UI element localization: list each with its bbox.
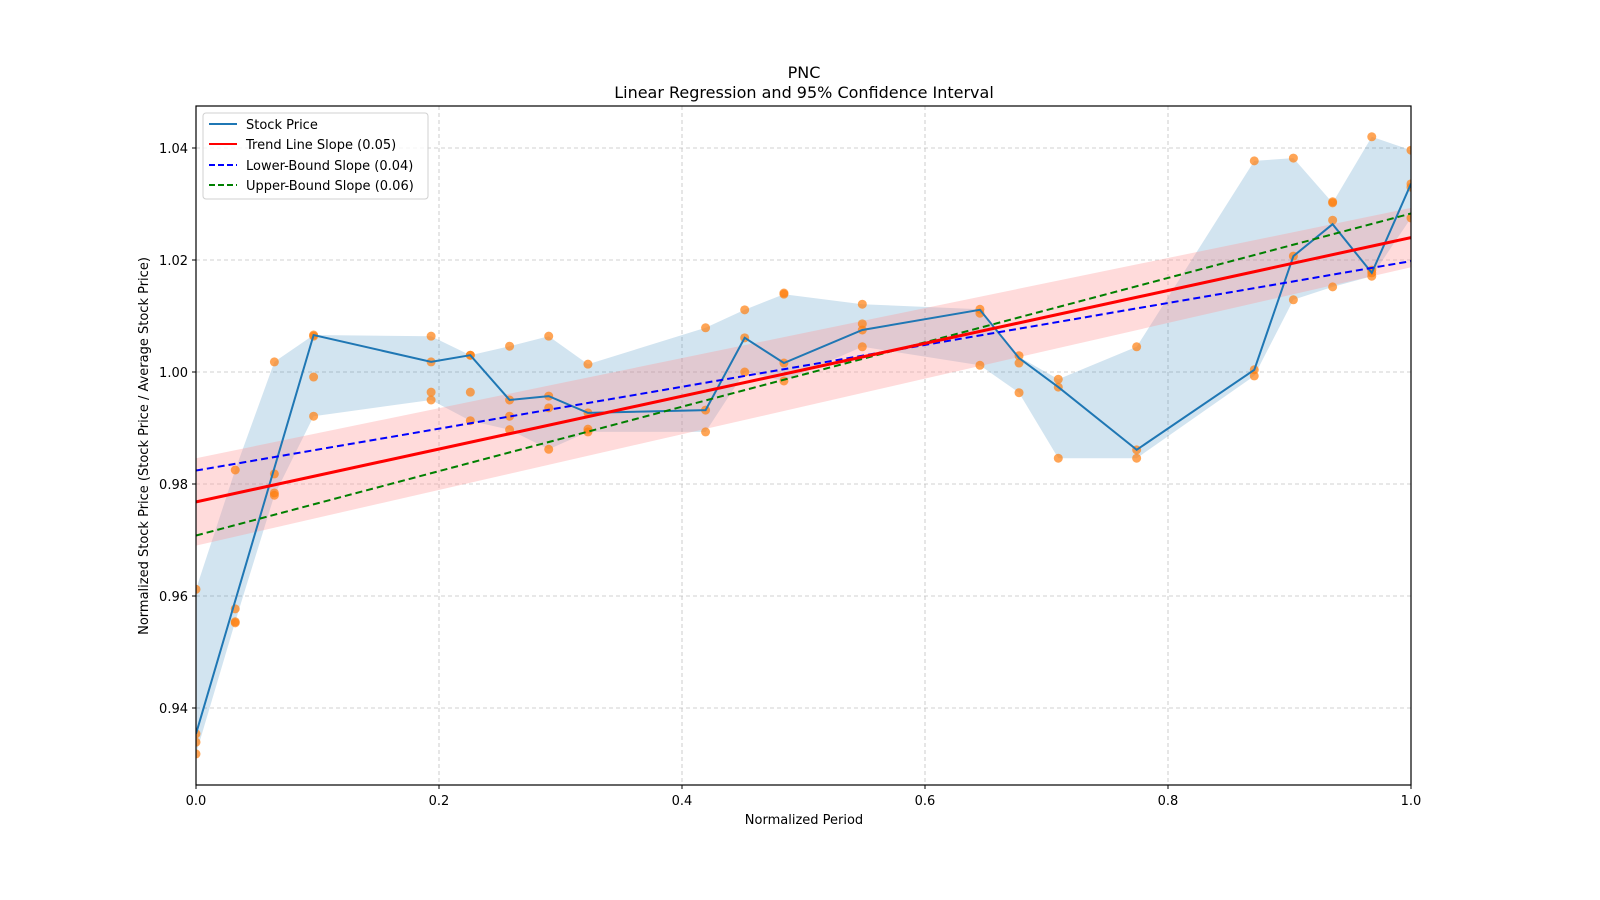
data-point bbox=[779, 376, 789, 386]
x-tick-label: 0.0 bbox=[186, 794, 207, 809]
data-point bbox=[309, 411, 319, 421]
data-point bbox=[196, 749, 201, 759]
y-tick-label: 1.02 bbox=[159, 254, 188, 269]
legend-box bbox=[202, 112, 429, 200]
data-point bbox=[309, 372, 319, 382]
data-point bbox=[1328, 282, 1338, 292]
price-range-band bbox=[196, 136, 1411, 754]
data-point bbox=[583, 427, 593, 437]
trend-confidence-band bbox=[196, 207, 1411, 546]
x-axis-label: Normalized Period bbox=[745, 813, 863, 828]
data-point bbox=[426, 387, 436, 397]
data-point bbox=[1053, 374, 1063, 384]
data-point bbox=[230, 618, 240, 628]
data-point bbox=[544, 331, 554, 341]
chart-subtitle: Linear Regression and 95% Confidence Int… bbox=[614, 83, 994, 102]
upper-bound-line bbox=[196, 212, 1411, 537]
y-tick-label: 1.04 bbox=[159, 142, 188, 157]
data-point bbox=[1406, 145, 1411, 155]
lower-bound-line bbox=[196, 260, 1411, 472]
data-point bbox=[426, 331, 436, 341]
data-point bbox=[269, 357, 279, 367]
data-point bbox=[1288, 153, 1298, 163]
data-point bbox=[1328, 197, 1338, 207]
x-tick-label: 0.4 bbox=[672, 794, 693, 809]
y-axis-label: Normalized Stock Price (Stock Price / Av… bbox=[137, 257, 152, 635]
data-point bbox=[1367, 132, 1377, 142]
data-point bbox=[1132, 342, 1142, 352]
x-tick-label: 0.8 bbox=[1158, 794, 1179, 809]
data-point bbox=[196, 737, 201, 747]
data-point bbox=[857, 299, 867, 309]
data-point bbox=[1249, 371, 1259, 381]
x-tick-label: 0.2 bbox=[429, 794, 450, 809]
data-point bbox=[701, 427, 711, 437]
data-point bbox=[1288, 295, 1298, 305]
legend-trend-label: Trend Line Slope (0.05) bbox=[245, 138, 396, 153]
y-tick-label: 0.94 bbox=[159, 702, 188, 717]
data-point bbox=[1053, 453, 1063, 463]
data-point bbox=[1132, 453, 1142, 463]
data-point bbox=[740, 305, 750, 315]
data-point bbox=[1406, 213, 1411, 223]
data-point bbox=[1328, 215, 1338, 225]
data-point bbox=[975, 360, 985, 370]
axes-frame bbox=[195, 105, 1412, 786]
x-tick-label: 1.0 bbox=[1401, 794, 1422, 809]
data-point bbox=[426, 395, 436, 405]
data-point bbox=[1014, 388, 1024, 398]
data-point bbox=[269, 490, 279, 500]
y-tick-label: 1.00 bbox=[159, 366, 188, 381]
legend-stock-label: Stock Price bbox=[246, 118, 318, 133]
data-point bbox=[196, 584, 201, 594]
data-point bbox=[1249, 156, 1259, 166]
trend-line bbox=[196, 236, 1411, 504]
data-point bbox=[505, 411, 515, 421]
data-point bbox=[1014, 351, 1024, 361]
legend-lower-label: Lower-Bound Slope (0.04) bbox=[246, 159, 413, 174]
y-tick-label: 0.96 bbox=[159, 590, 188, 605]
data-point bbox=[583, 359, 593, 369]
legend: Stock Price Trend Line Slope (0.05) Lowe… bbox=[202, 112, 429, 200]
data-point bbox=[465, 387, 475, 397]
legend-upper-label: Upper-Bound Slope (0.06) bbox=[246, 179, 414, 194]
plot-area bbox=[196, 132, 1411, 759]
data-point bbox=[779, 288, 789, 298]
data-point bbox=[857, 319, 867, 329]
data-point bbox=[230, 465, 240, 475]
data-point bbox=[505, 341, 515, 351]
data-point bbox=[740, 367, 750, 377]
data-point bbox=[701, 323, 711, 333]
data-point bbox=[857, 342, 867, 352]
x-tick-label: 0.6 bbox=[915, 794, 936, 809]
y-tick-label: 0.98 bbox=[159, 478, 188, 493]
data-point bbox=[544, 444, 554, 454]
x-axis: 0.0 0.2 0.4 0.6 0.8 1.0 bbox=[186, 785, 1422, 809]
stock-price-line bbox=[196, 183, 1411, 735]
y-axis: 0.94 0.96 0.98 1.00 1.02 1.04 bbox=[159, 142, 196, 717]
data-point bbox=[1367, 271, 1377, 281]
series-group bbox=[196, 132, 1411, 759]
chart-title: PNC bbox=[788, 63, 821, 82]
